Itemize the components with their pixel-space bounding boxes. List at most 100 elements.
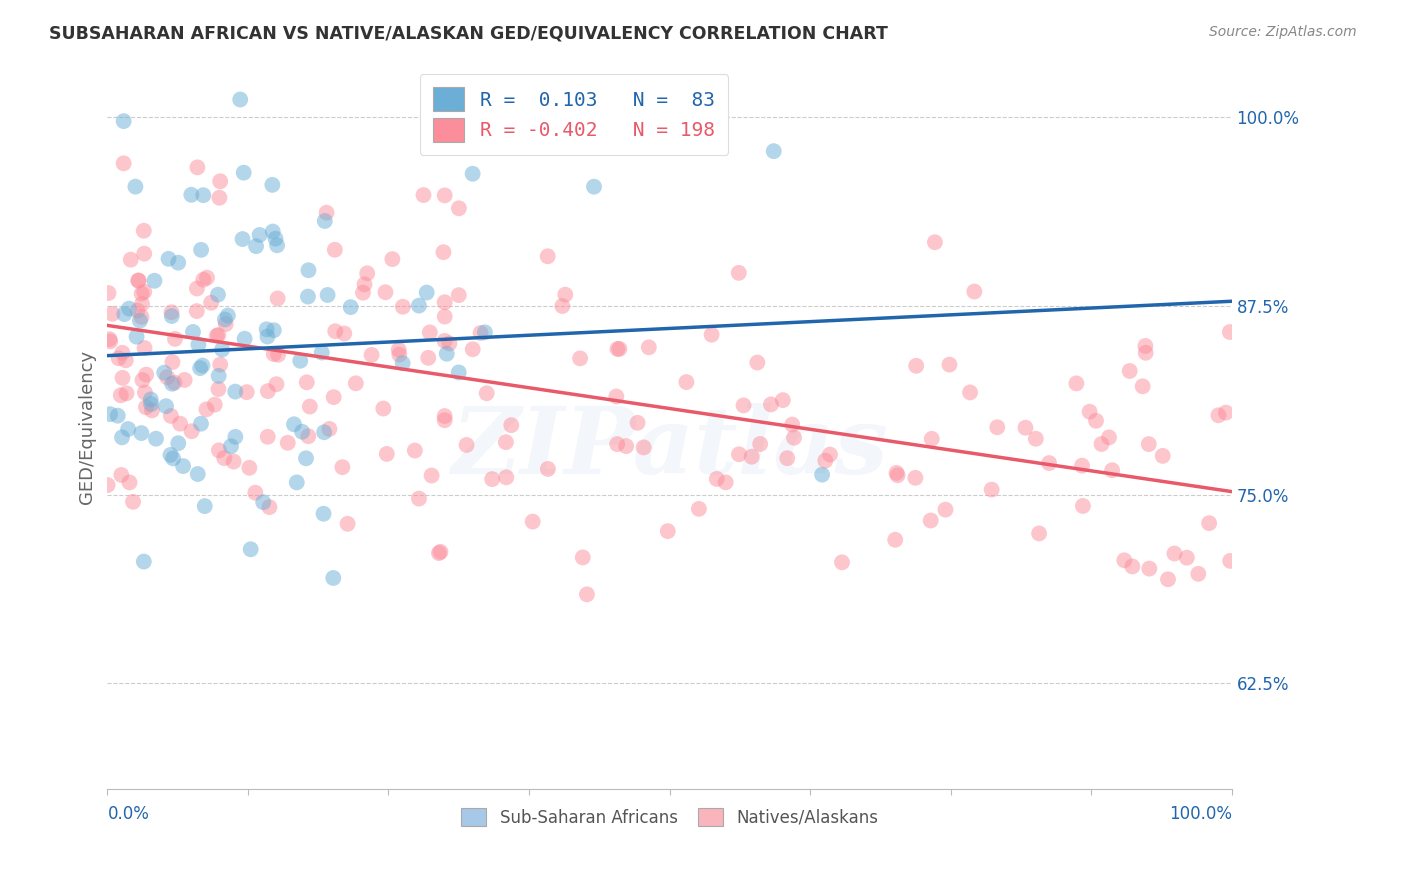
Point (163, 332, 186, 346)
Point (609, 342, 631, 356)
Point (194, 499, 217, 513)
Point (522, 515, 544, 529)
Point (110, 467, 132, 482)
Point (232, 166, 254, 180)
Point (780, 417, 803, 432)
Point (408, 299, 430, 313)
Point (311, 345, 333, 359)
Point (295, 451, 318, 466)
Point (156, 370, 179, 384)
Point (1071, 458, 1094, 473)
Point (747, 355, 769, 369)
Point (101, 307, 124, 321)
Point (285, 475, 308, 490)
Point (439, 336, 461, 351)
Point (252, 495, 274, 509)
Point (1152, 449, 1174, 463)
Point (229, 93, 252, 107)
Point (373, 401, 395, 416)
Point (333, 326, 356, 341)
Point (447, 366, 470, 380)
Point (315, 205, 337, 219)
Point (884, 533, 907, 547)
Point (1135, 345, 1157, 359)
Point (353, 277, 375, 292)
Point (266, 238, 288, 252)
Point (461, 343, 484, 357)
Point (160, 309, 183, 323)
Point (1071, 499, 1094, 513)
Point (322, 390, 344, 404)
Point (322, 571, 344, 585)
Point (110, 388, 132, 402)
Point (316, 288, 339, 302)
Point (388, 343, 411, 357)
Point (1014, 421, 1036, 435)
Point (135, 368, 157, 382)
Text: SUBSAHARAN AFRICAN VS NATIVE/ALASKAN GED/EQUIVALENCY CORRELATION CHART: SUBSAHARAN AFRICAN VS NATIVE/ALASKAN GED… (49, 25, 889, 43)
Point (1157, 572, 1180, 586)
Y-axis label: GED/Equivalency: GED/Equivalency (79, 350, 96, 504)
Point (263, 323, 285, 337)
Point (432, 245, 454, 260)
Point (209, 358, 232, 372)
Point (551, 299, 574, 313)
Point (169, 417, 191, 431)
Point (193, 273, 215, 287)
Point (163, 376, 186, 390)
Point (1085, 414, 1108, 428)
Point (1101, 463, 1123, 477)
Point (1132, 379, 1154, 393)
Point (283, 417, 305, 432)
Point (209, 174, 232, 188)
Point (180, 187, 202, 202)
Point (433, 295, 456, 310)
Point (208, 443, 231, 458)
Point (905, 359, 928, 373)
Point (153, 366, 176, 380)
Point (356, 266, 378, 280)
Point (575, 587, 598, 601)
Point (388, 348, 411, 362)
Point (776, 451, 799, 466)
Point (963, 285, 986, 299)
Point (215, 317, 238, 331)
Point (187, 337, 209, 351)
Point (134, 285, 156, 299)
Point (762, 144, 785, 158)
Point (433, 409, 456, 423)
Point (114, 353, 136, 368)
Point (436, 347, 458, 361)
Point (127, 274, 149, 288)
Point (115, 386, 138, 401)
Point (127, 303, 149, 318)
Point (1198, 516, 1220, 530)
Point (160, 376, 183, 391)
Point (107, 351, 129, 366)
Point (433, 188, 456, 202)
Point (125, 329, 148, 343)
Point (112, 307, 135, 321)
Point (111, 346, 134, 360)
Point (262, 178, 284, 192)
Point (920, 514, 942, 528)
Point (1078, 405, 1101, 419)
Point (263, 347, 285, 361)
Point (706, 472, 728, 486)
Point (181, 325, 204, 339)
Point (141, 403, 163, 417)
Point (675, 375, 697, 389)
Point (980, 483, 1002, 497)
Point (339, 300, 361, 314)
Point (290, 353, 312, 368)
Point (1066, 376, 1088, 391)
Point (132, 555, 155, 569)
Point (606, 342, 628, 356)
Point (412, 188, 434, 202)
Point (233, 332, 256, 346)
Point (1163, 547, 1185, 561)
Point (159, 448, 181, 462)
Point (456, 438, 478, 452)
Point (741, 450, 763, 464)
Point (360, 348, 382, 362)
